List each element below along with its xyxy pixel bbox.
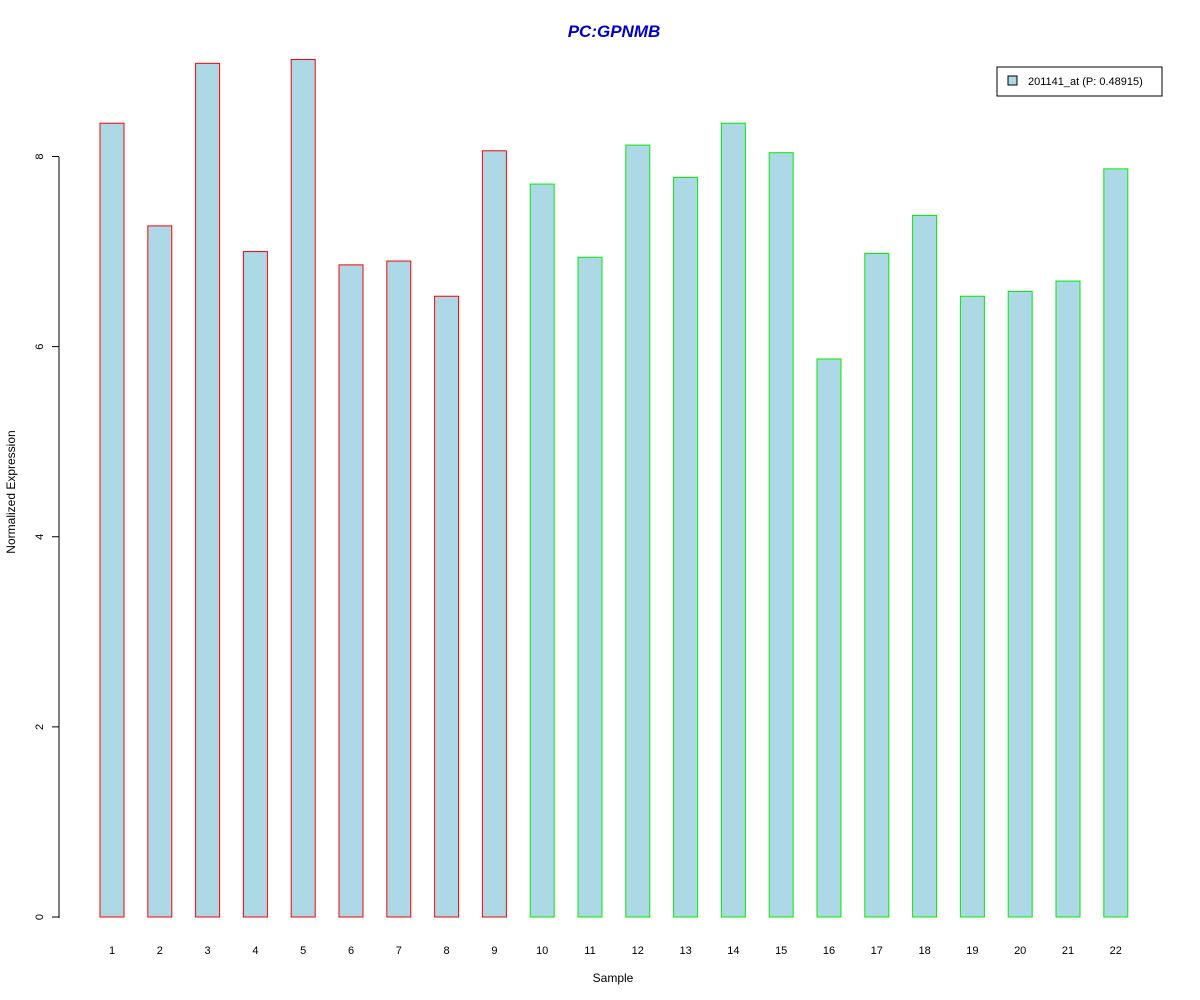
y-axis-ticks: 0 2 4 6 8 [34, 153, 59, 920]
x-tick-label: 17 [871, 945, 883, 957]
y-tick-label: 6 [34, 344, 46, 350]
y-tick-label: 8 [34, 153, 46, 159]
x-tick-label: 9 [491, 945, 497, 957]
y-tick-label: 2 [34, 724, 46, 730]
x-tick-label: 3 [205, 945, 211, 957]
bar-sample-7 [386, 260, 412, 918]
x-tick-labels: 1 2 3 4 5 6 7 8 9 10 11 12 13 14 15 16 17 18 19 20 21 22 [109, 945, 1122, 957]
bar-sample-6 [338, 264, 364, 918]
x-tick-label: 12 [632, 945, 644, 957]
x-tick-label: 13 [679, 945, 691, 957]
x-tick-label: 5 [300, 945, 306, 957]
x-tick-label: 8 [444, 945, 450, 957]
bar-sample-18 [912, 214, 938, 918]
legend-swatch [1007, 75, 1018, 86]
bar-sample-14 [720, 122, 746, 918]
legend-box [996, 66, 1163, 97]
bars-group [99, 59, 1129, 918]
x-tick-label: 6 [348, 945, 354, 957]
bar-sample-17 [864, 252, 890, 918]
bar-sample-1 [99, 122, 125, 918]
bar-sample-3 [195, 62, 221, 918]
bar-sample-19 [959, 295, 985, 918]
x-tick-label: 19 [966, 945, 978, 957]
bar-sample-15 [768, 152, 794, 918]
bar-sample-10 [529, 183, 555, 918]
x-tick-label: 21 [1062, 945, 1074, 957]
bar-sample-20 [1007, 290, 1033, 918]
bar-sample-12 [625, 144, 651, 918]
x-tick-label: 2 [157, 945, 163, 957]
x-tick-label: 14 [727, 945, 739, 957]
bar-sample-4 [242, 251, 268, 918]
x-tick-label: 1 [109, 945, 115, 957]
bar-sample-13 [673, 176, 699, 918]
bar-sample-21 [1055, 280, 1081, 918]
y-tick-label: 0 [34, 914, 46, 920]
y-axis-title: Normalized Expression [4, 430, 18, 553]
x-tick-label: 11 [584, 945, 595, 957]
bar-sample-2 [147, 225, 173, 918]
x-tick-label: 4 [252, 945, 258, 957]
bar-sample-11 [577, 256, 603, 918]
x-tick-label: 10 [536, 945, 548, 957]
bar-sample-16 [816, 358, 842, 918]
bar-sample-5 [290, 59, 316, 918]
x-tick-label: 7 [396, 945, 402, 957]
chart-title: PC:GPNMB [568, 22, 661, 41]
x-tick-label: 20 [1014, 945, 1026, 957]
bar-sample-22 [1103, 168, 1129, 918]
x-axis-title: Sample [593, 971, 634, 985]
bar-sample-8 [434, 295, 460, 918]
x-tick-label: 15 [775, 945, 787, 957]
x-tick-label: 22 [1110, 945, 1122, 957]
bar-sample-9 [481, 150, 507, 918]
x-tick-label: 18 [918, 945, 930, 957]
legend: 201141_at (P: 0.48915) [996, 66, 1163, 97]
legend-label: 201141_at (P: 0.48915) [1028, 76, 1143, 88]
y-tick-label: 4 [34, 534, 46, 540]
x-tick-label: 16 [823, 945, 835, 957]
